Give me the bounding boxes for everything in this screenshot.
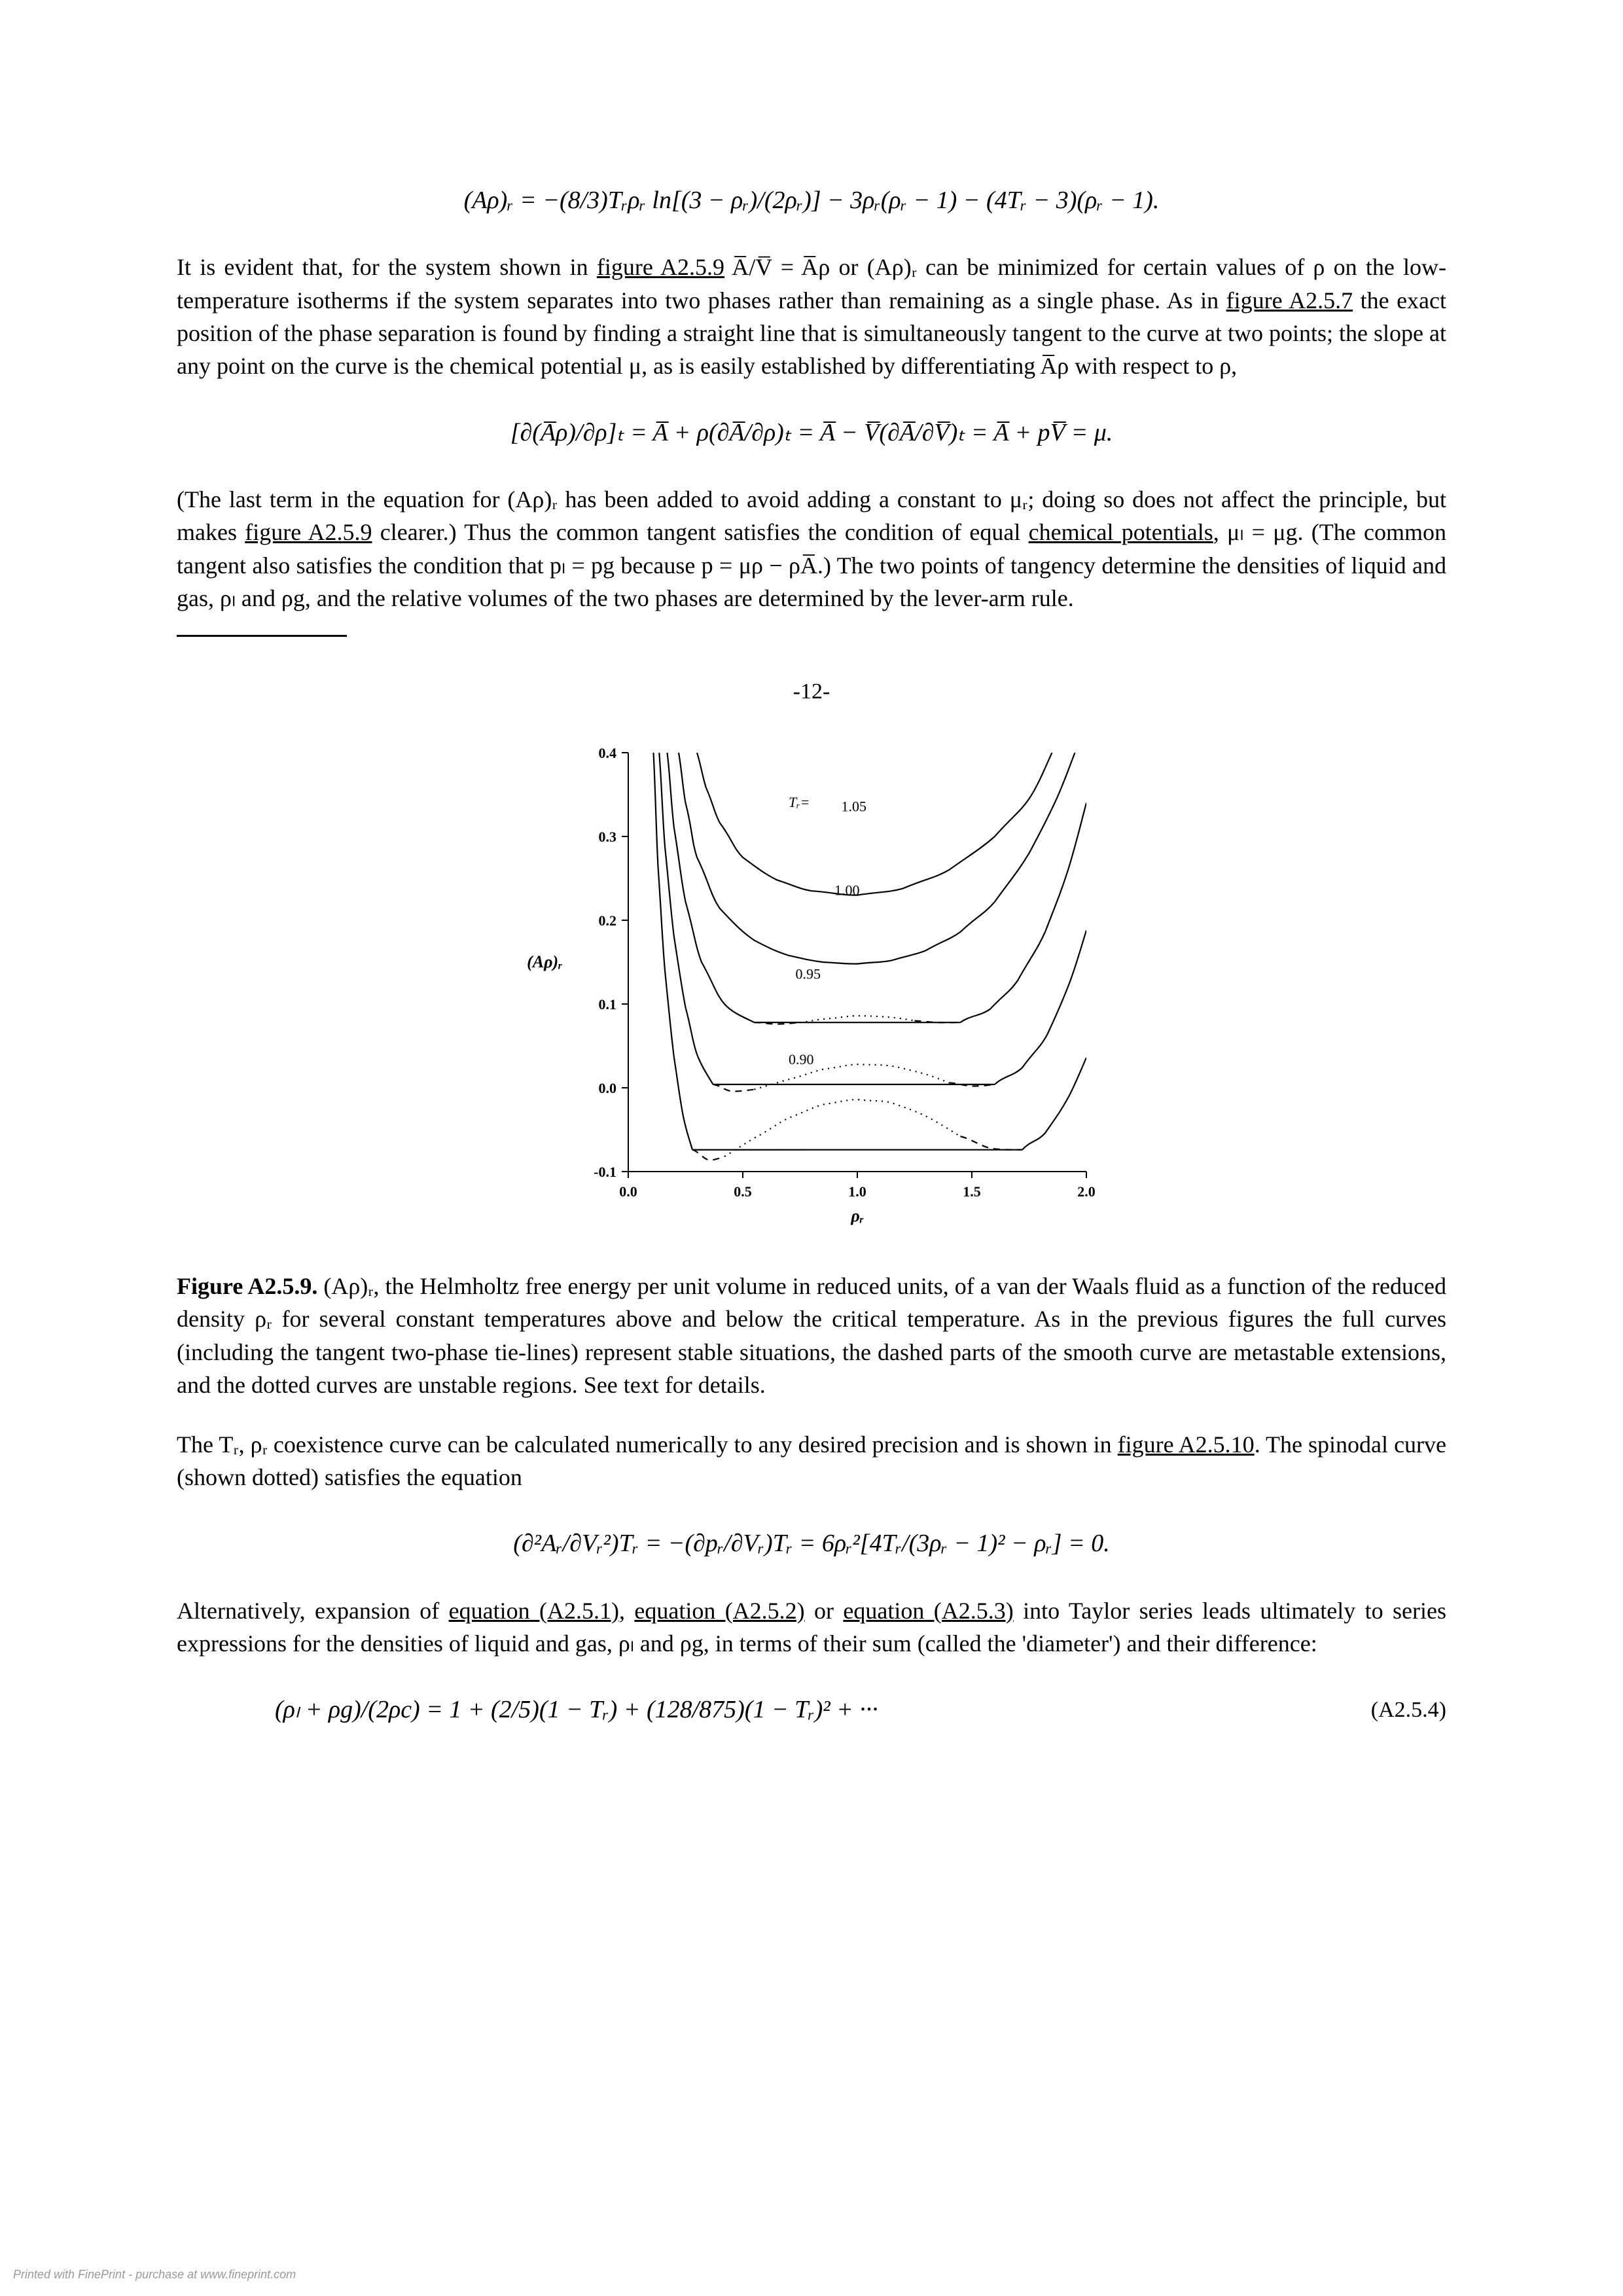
- paragraph-4: Alternatively, expansion of equation (A2…: [177, 1594, 1446, 1660]
- figure-caption: Figure A2.5.9. (Aρ)ᵣ, the Helmholtz free…: [177, 1270, 1446, 1402]
- link-figure-a259-b: figure A2.5.9: [245, 519, 372, 545]
- link-eq-a252: equation (A2.5.2): [634, 1598, 804, 1624]
- text: ,: [619, 1598, 634, 1624]
- svg-text:Tᵣ=: Tᵣ=: [789, 794, 810, 810]
- paragraph-2: (The last term in the equation for (Aρ)ᵣ…: [177, 483, 1446, 615]
- svg-text:-0.1: -0.1: [594, 1164, 616, 1180]
- svg-text:0.90: 0.90: [789, 1051, 814, 1067]
- figure-title: Figure A2.5.9.: [177, 1273, 317, 1299]
- link-figure-a257: figure A2.5.7: [1226, 287, 1353, 314]
- figure-caption-body: (Aρ)ᵣ, the Helmholtz free energy per uni…: [177, 1273, 1446, 1398]
- equation-4-number: (A2.5.4): [1371, 1695, 1446, 1726]
- svg-text:0.3: 0.3: [599, 829, 617, 845]
- svg-text:0.95: 0.95: [796, 966, 821, 982]
- link-eq-a251: equation (A2.5.1): [449, 1598, 619, 1624]
- svg-text:0.1: 0.1: [599, 996, 617, 1013]
- link-chemical-potentials: chemical potentials: [1029, 519, 1213, 545]
- svg-text:1.05: 1.05: [842, 798, 867, 815]
- svg-text:1.00: 1.00: [834, 882, 860, 899]
- paragraph-1: It is evident that, for the system shown…: [177, 251, 1446, 383]
- link-figure-a259: figure A2.5.9: [597, 254, 724, 280]
- svg-text:2.0: 2.0: [1077, 1183, 1096, 1200]
- figure-a259: 0.00.51.01.52.0-0.10.00.10.20.30.4ρᵣ(Aρ)…: [177, 740, 1446, 1237]
- svg-text:0.4: 0.4: [599, 745, 617, 761]
- equation-4: (ρₗ + ρg)/(2ρc) = 1 + (2/5)(1 − Tᵣ) + (1…: [177, 1693, 1446, 1727]
- equation-4-body: (ρₗ + ρg)/(2ρc) = 1 + (2/5)(1 − Tᵣ) + (1…: [275, 1693, 878, 1727]
- svg-text:0.5: 0.5: [734, 1183, 752, 1200]
- svg-text:1.0: 1.0: [848, 1183, 866, 1200]
- svg-text:0.0: 0.0: [619, 1183, 637, 1200]
- equation-1: (Aρ)ᵣ = −(8/3)Tᵣρᵣ ln[(3 − ρᵣ)/(2ρᵣ)] − …: [177, 183, 1446, 218]
- text: or: [805, 1598, 844, 1624]
- text: Alternatively, expansion of: [177, 1598, 449, 1624]
- text: It is evident that, for the system shown…: [177, 254, 597, 280]
- section-divider: [177, 635, 347, 637]
- svg-text:ρᵣ: ρᵣ: [850, 1206, 863, 1225]
- page-marker: -12-: [177, 676, 1446, 708]
- text: The Tᵣ, ρᵣ coexistence curve can be calc…: [177, 1431, 1118, 1458]
- equation-2: [∂(A̅ρ)/∂ρ]ₜ = A̅ + ρ(∂A̅/∂ρ)ₜ = A̅ − V̅…: [177, 416, 1446, 450]
- svg-text:0.2: 0.2: [599, 912, 617, 929]
- text: clearer.) Thus the common tangent satisf…: [372, 519, 1029, 545]
- fineprint-footer: Printed with FinePrint - purchase at www…: [13, 2267, 296, 2283]
- svg-text:1.5: 1.5: [963, 1183, 981, 1200]
- svg-text:0.0: 0.0: [599, 1080, 617, 1096]
- link-figure-a2510: figure A2.5.10: [1118, 1431, 1255, 1458]
- chart-svg: 0.00.51.01.52.0-0.10.00.10.20.30.4ρᵣ(Aρ)…: [517, 740, 1106, 1237]
- link-eq-a253: equation (A2.5.3): [843, 1598, 1013, 1624]
- equation-3: (∂²Aᵣ/∂Vᵣ²)Tᵣ = −(∂pᵣ/∂Vᵣ)Tᵣ = 6ρᵣ²[4Tᵣ/…: [177, 1526, 1446, 1561]
- paragraph-3: The Tᵣ, ρᵣ coexistence curve can be calc…: [177, 1428, 1446, 1494]
- svg-text:(Aρ)ᵣ: (Aρ)ᵣ: [527, 952, 562, 971]
